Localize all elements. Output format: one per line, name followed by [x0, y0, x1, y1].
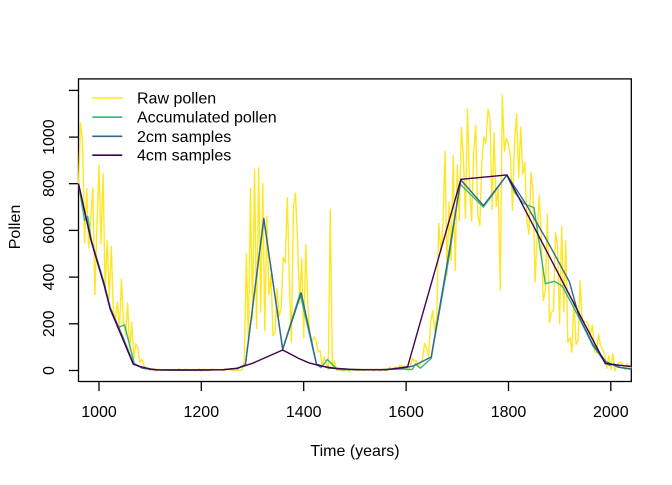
svg-text:1000: 1000	[81, 404, 117, 421]
svg-text:Accumulated pollen: Accumulated pollen	[137, 110, 277, 127]
svg-text:400: 400	[41, 264, 58, 291]
svg-text:Time (years): Time (years)	[310, 443, 399, 460]
svg-text:1200: 1200	[184, 404, 220, 421]
svg-text:800: 800	[41, 170, 58, 197]
svg-text:200: 200	[41, 310, 58, 337]
svg-text:1400: 1400	[286, 404, 322, 421]
svg-text:1800: 1800	[491, 404, 527, 421]
svg-text:0: 0	[41, 366, 58, 375]
svg-text:4cm samples: 4cm samples	[137, 148, 231, 165]
svg-text:Raw pollen: Raw pollen	[137, 91, 216, 108]
svg-text:600: 600	[41, 217, 58, 244]
svg-text:1000: 1000	[41, 119, 58, 155]
svg-text:1600: 1600	[388, 404, 424, 421]
svg-text:2cm samples: 2cm samples	[137, 129, 231, 146]
svg-text:Pollen: Pollen	[7, 205, 24, 249]
svg-text:2000: 2000	[593, 404, 629, 421]
